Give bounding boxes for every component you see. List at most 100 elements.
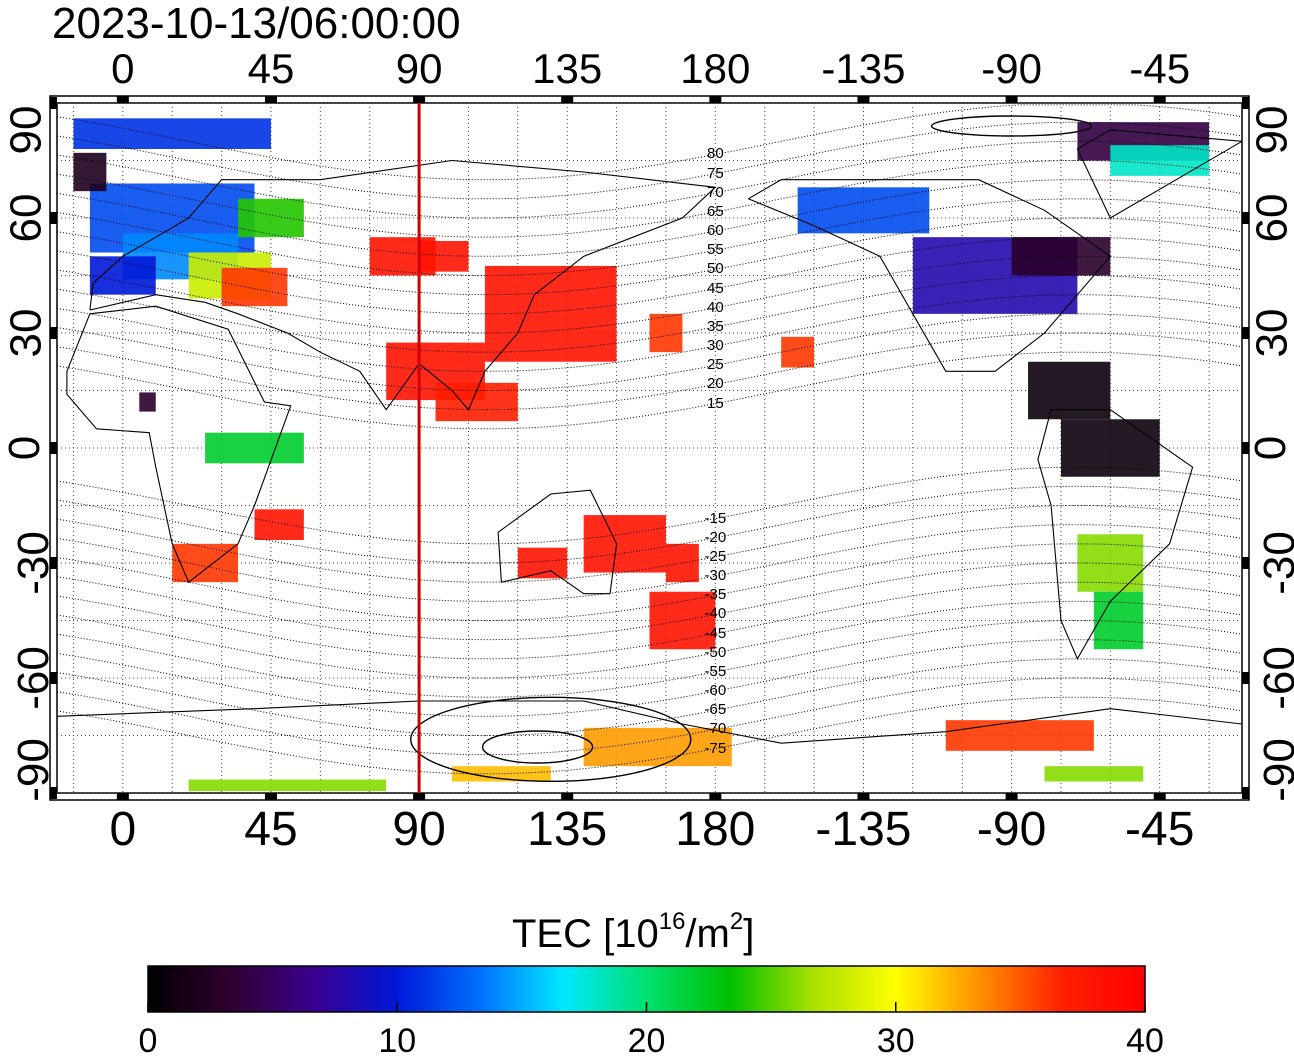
tec-patch — [205, 432, 304, 464]
mlat-label: -20 — [704, 528, 727, 546]
tec-patch — [188, 779, 387, 792]
left-tick-bar — [50, 442, 57, 454]
left-tick-bar — [50, 672, 57, 684]
tec-patch — [1093, 591, 1144, 650]
tec-patch — [419, 241, 469, 272]
right-tick-bar — [1242, 442, 1249, 454]
tec-patch — [73, 152, 107, 192]
mlat-contour — [57, 179, 1242, 257]
tec-patch — [435, 382, 518, 422]
mlat-contour — [57, 677, 1242, 756]
map-timestamp-title: 2023-10-13/06:00:00 — [52, 0, 461, 48]
bottom-tick-bar — [413, 793, 426, 800]
mlat-label: -65 — [704, 701, 727, 719]
mlat-contour — [57, 562, 1242, 641]
mlat-label: 60 — [706, 222, 724, 240]
mlat-contour — [57, 600, 1242, 679]
right-lat-label: 30 — [1247, 308, 1294, 358]
right-tick-bar — [1242, 787, 1249, 799]
right-tick-bar — [1242, 557, 1249, 569]
left-tick-bar — [50, 212, 57, 224]
top-tick-bar — [857, 96, 870, 103]
mlat-label: 50 — [706, 260, 724, 278]
mlat-contour — [57, 160, 1242, 238]
tec-patch — [517, 547, 568, 579]
coastline — [89, 159, 717, 411]
mlat-label: 40 — [706, 298, 724, 316]
bottom-tick-bar — [709, 793, 722, 800]
tec-patch — [583, 727, 732, 767]
mlat-contour — [57, 485, 1242, 564]
mlat-contour — [57, 140, 1242, 219]
colorbar-tick-label: 30 — [876, 1022, 915, 1060]
coastline — [1076, 129, 1242, 219]
left-lat-label: -60 — [8, 646, 58, 710]
tec-patch — [781, 336, 815, 368]
bottom-tick-bar — [264, 793, 277, 800]
tec-patch — [1028, 361, 1111, 420]
mlat-contour — [57, 217, 1242, 296]
mlat-label: 65 — [706, 202, 724, 220]
top-lon-label: 90 — [395, 45, 443, 92]
mlat-contour — [57, 696, 1242, 775]
top-lon-label: 135 — [532, 45, 603, 92]
left-tick-bar — [50, 327, 57, 339]
colorbar-tick-label: 20 — [627, 1022, 666, 1060]
top-lon-label: 45 — [247, 45, 295, 92]
mlat-contour — [57, 275, 1242, 353]
top-lon-label: 180 — [680, 45, 751, 92]
mlat-label: 30 — [706, 337, 724, 355]
coastline — [66, 305, 292, 584]
tec-patch — [649, 313, 683, 353]
mlat-label: 25 — [706, 356, 724, 374]
mlat-label: 80 — [706, 145, 724, 163]
bottom-lon-label: -135 — [815, 803, 912, 856]
mlat-label: 45 — [706, 279, 724, 297]
mlat-contour — [57, 543, 1242, 621]
top-tick-bar — [1153, 96, 1166, 103]
colorbar-tick-label: 40 — [1126, 1022, 1164, 1060]
mlat-label: -30 — [704, 567, 727, 585]
right-lat-label: -60 — [1254, 646, 1294, 710]
mlat-label: 70 — [706, 183, 724, 201]
left-lat-label: 60 — [1, 193, 51, 243]
mlat-contour — [57, 581, 1242, 660]
tec-patch — [583, 515, 666, 573]
pole-contour — [930, 115, 1093, 137]
right-lat-label: -30 — [1254, 531, 1294, 595]
bottom-lon-label: 45 — [244, 803, 298, 856]
tec-patch — [1110, 145, 1210, 176]
coastlines — [57, 129, 1242, 744]
left-lat-label: -30 — [8, 531, 58, 595]
tec-patch — [797, 187, 930, 234]
mlat-label: -60 — [704, 682, 727, 700]
left-lat-label: 30 — [1, 308, 51, 358]
left-tick-bar — [50, 557, 57, 569]
right-tick-bar — [1242, 97, 1249, 109]
top-tick-bar — [413, 96, 426, 103]
tec-patch — [649, 591, 716, 650]
tec-patch — [221, 267, 288, 307]
mlat-label: -75 — [704, 739, 727, 757]
mlat-contour — [57, 351, 1242, 430]
mlat-label: -35 — [704, 586, 727, 604]
right-tick-bar — [1242, 212, 1249, 224]
top-tick-bar — [561, 96, 574, 103]
colorbar — [147, 965, 1146, 1013]
top-tick-bar — [709, 96, 722, 103]
mlat-label: -70 — [704, 720, 727, 738]
mlat-label: -25 — [704, 547, 727, 565]
mlat-contour — [57, 121, 1242, 200]
mlat-contour — [57, 198, 1242, 276]
top-lon-label: -135 — [821, 45, 906, 92]
mlat-contour — [57, 236, 1242, 315]
top-tick-bar — [264, 96, 277, 103]
tec-data-layer — [73, 118, 1210, 792]
tec-patch — [1060, 419, 1160, 477]
mlat-label: 55 — [706, 241, 724, 259]
mlat-label: -45 — [704, 624, 727, 642]
mlat-contour — [57, 104, 1242, 181]
mlat-contour — [57, 524, 1242, 602]
tec-patch — [945, 720, 1094, 751]
